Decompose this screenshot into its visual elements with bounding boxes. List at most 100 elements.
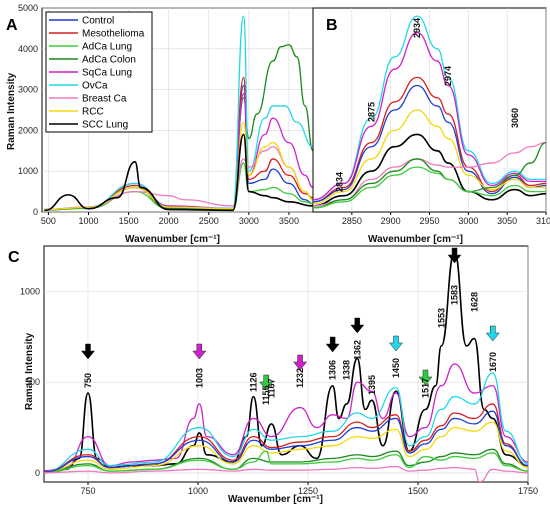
- annotation-2934: 2934: [412, 18, 422, 38]
- x-tick-label: 3000: [458, 216, 478, 226]
- series-line-sqca-lung: [44, 363, 528, 472]
- annotation-1362: 1362: [352, 340, 362, 360]
- annotation-arrow-1306: [325, 336, 340, 353]
- annotation-1517: 1517: [420, 378, 430, 398]
- legend-label-breast-ca: Breast Ca: [82, 94, 127, 105]
- x-tick-label: 1500: [119, 216, 139, 226]
- annotation-750: 750: [83, 373, 93, 388]
- panel-b-x-label: Wavenumber [cm⁻¹]: [368, 234, 463, 245]
- y-tick-label: 1000: [20, 286, 40, 296]
- series-line-rcc: [44, 121, 313, 211]
- panel-b-series: [313, 15, 546, 209]
- annotation-1167: 1167: [266, 378, 276, 398]
- annotation-2834: 2834: [334, 172, 344, 192]
- x-tick-label: 750: [80, 486, 95, 496]
- panel-b-annotations: 2934 2974 2875 2834 3060: [334, 18, 520, 192]
- series-line-ovca: [313, 15, 546, 201]
- annotation-1003: 1003: [194, 368, 204, 388]
- panel-b-x-ticks: 2850 2900 2950 3000 3050 3100: [342, 212, 550, 226]
- annotation-arrow-750: [80, 343, 96, 360]
- series-line-breast-ca: [44, 465, 528, 482]
- x-tick-label: 3050: [497, 216, 517, 226]
- x-tick-label: 3000: [239, 216, 259, 226]
- panel-c-x-label: Wavenumber [cm⁻¹]: [228, 494, 323, 505]
- panel-c-x-ticks: 750 1000 1250 1500 1750: [80, 482, 538, 496]
- legend-label-ovca: OvCa: [82, 81, 108, 92]
- annotation-1670: 1670: [488, 352, 498, 372]
- panel-a-y-ticks: 0 1000 2000 3000 4000 5000: [18, 3, 38, 217]
- annotation-1553: 1553: [436, 308, 446, 328]
- annotation-arrow-1450: [388, 335, 404, 352]
- panel-a-y-label: Raman Intensity: [6, 72, 17, 150]
- y-tick-label: 4000: [18, 44, 38, 54]
- series-line-ovca: [44, 372, 528, 473]
- annotation-arrow-1155: [259, 374, 274, 391]
- series-line-ovca: [44, 15, 313, 211]
- annotation-1450: 1450: [391, 358, 401, 378]
- annotation-1395: 1395: [367, 375, 377, 395]
- panel-a-label: A: [6, 17, 18, 34]
- panel-c-y-ticks: 0 500 1000: [20, 286, 40, 478]
- x-tick-label: 2000: [159, 216, 179, 226]
- x-tick-label: 1500: [408, 486, 428, 496]
- series-line-rcc: [44, 421, 528, 474]
- series-line-adca-colon: [313, 141, 546, 209]
- annotation-1232: 1232: [295, 368, 305, 388]
- series-line-rcc: [313, 109, 546, 205]
- x-tick-label: 3100: [536, 216, 550, 226]
- series-line-control: [313, 84, 546, 203]
- legend-label-adca-lung: AdCa Lung: [82, 42, 132, 53]
- panel-b: 2850 2900 2950 3000 3050 3100 2934 2974 2875 283…: [312, 7, 550, 245]
- y-tick-label: 500: [25, 377, 40, 387]
- series-line-scc-lung: [313, 133, 546, 207]
- panel-a-series: [44, 15, 313, 212]
- panel-c-plot-area: [43, 245, 529, 483]
- panel-c-series: [44, 250, 528, 482]
- annotation-arrow-1362: [350, 317, 365, 334]
- x-tick-label: 1000: [188, 486, 208, 496]
- series-line-adca-lung: [44, 450, 528, 474]
- y-tick-label: 0: [35, 468, 40, 478]
- series-line-sqca-lung: [313, 31, 546, 201]
- panel-a-x-label: Wavenumber [cm⁻¹]: [125, 234, 220, 245]
- legend-label-control: Control: [82, 16, 114, 27]
- panel-a-x-ticks: 500 1000 1500 2000 2500 3000 3500: [41, 212, 299, 226]
- series-line-breast-ca: [313, 141, 546, 207]
- y-tick-label: 5000: [18, 3, 38, 13]
- annotation-3060: 3060: [510, 108, 520, 128]
- annotation-1628: 1628: [469, 292, 479, 312]
- y-tick-label: 2000: [18, 125, 38, 135]
- x-tick-label: 1250: [298, 486, 318, 496]
- legend: Control Mesothelioma AdCa Lung AdCa Colon Sq…: [45, 11, 153, 133]
- x-tick-label: 1000: [78, 216, 98, 226]
- annotation-1583: 1583: [450, 285, 460, 305]
- x-tick-label: 1750: [518, 486, 538, 496]
- y-tick-label: 0: [33, 207, 38, 217]
- legend-label-scc-lung: SCC Lung: [82, 120, 128, 131]
- legend-label-adca-colon: AdCa Colon: [82, 55, 136, 66]
- x-tick-label: 3500: [279, 216, 299, 226]
- x-tick-label: 2950: [419, 216, 439, 226]
- series-line-scc-lung: [44, 133, 313, 212]
- series-line-adca-lung: [313, 166, 546, 209]
- panel-b-label: B: [326, 17, 338, 34]
- legend-label-mesothelioma: Mesothelioma: [82, 29, 145, 40]
- annotation-arrow-1517: [418, 369, 433, 386]
- annotation-2974: 2974: [443, 66, 453, 86]
- series-line-mesothelioma: [44, 403, 528, 473]
- annotation-arrow-1003: [192, 343, 207, 360]
- annotation-1126: 1126: [248, 372, 258, 392]
- panel-c-y-label: Raman Intensity: [24, 332, 35, 410]
- series-line-control: [44, 410, 528, 473]
- annotation-1338: 1338: [342, 360, 352, 380]
- y-tick-label: 3000: [18, 85, 38, 95]
- annotation-1306: 1306: [328, 360, 338, 380]
- x-tick-label: 500: [41, 216, 56, 226]
- panel-b-grid: [351, 8, 547, 212]
- x-tick-label: 2850: [342, 216, 362, 226]
- panel-c: 750 1000 1250 1500 1750 0 500 1000 750 1003 1126…: [8, 245, 538, 505]
- annotation-arrow-1232: [293, 354, 308, 371]
- panel-a: 500 1000 1500 2000 2500 3000 3500 0 1000 2000 300…: [6, 3, 314, 245]
